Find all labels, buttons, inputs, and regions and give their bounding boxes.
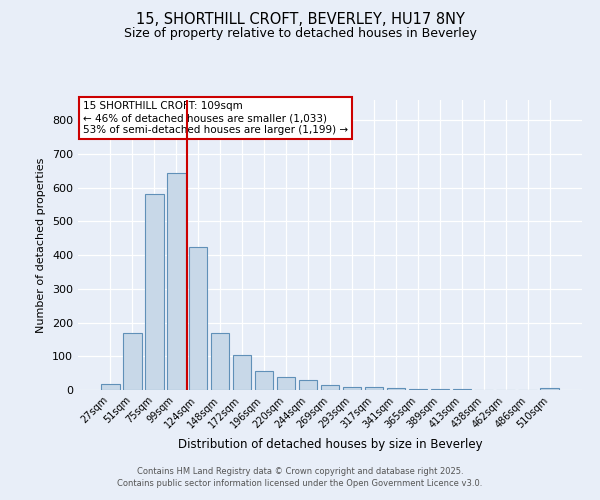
Bar <box>145 194 164 390</box>
Bar <box>431 388 449 390</box>
Bar <box>255 371 274 390</box>
Text: Contains HM Land Registry data © Crown copyright and database right 2025.
Contai: Contains HM Land Registry data © Crown c… <box>118 466 482 487</box>
Y-axis label: Number of detached properties: Number of detached properties <box>37 158 46 332</box>
Bar <box>365 388 383 390</box>
Bar <box>409 388 427 390</box>
Bar <box>189 246 208 390</box>
X-axis label: Distribution of detached houses by size in Beverley: Distribution of detached houses by size … <box>178 438 482 451</box>
Bar <box>320 386 340 390</box>
Bar <box>101 384 119 390</box>
Bar <box>167 173 185 390</box>
Bar <box>343 386 361 390</box>
Bar <box>386 388 405 390</box>
Bar <box>299 380 317 390</box>
Bar <box>277 376 295 390</box>
Bar <box>123 334 142 390</box>
Text: 15 SHORTHILL CROFT: 109sqm
← 46% of detached houses are smaller (1,033)
53% of s: 15 SHORTHILL CROFT: 109sqm ← 46% of deta… <box>83 102 348 134</box>
Text: 15, SHORTHILL CROFT, BEVERLEY, HU17 8NY: 15, SHORTHILL CROFT, BEVERLEY, HU17 8NY <box>136 12 464 28</box>
Bar <box>233 355 251 390</box>
Text: Size of property relative to detached houses in Beverley: Size of property relative to detached ho… <box>124 28 476 40</box>
Bar <box>541 388 559 390</box>
Bar <box>211 332 229 390</box>
